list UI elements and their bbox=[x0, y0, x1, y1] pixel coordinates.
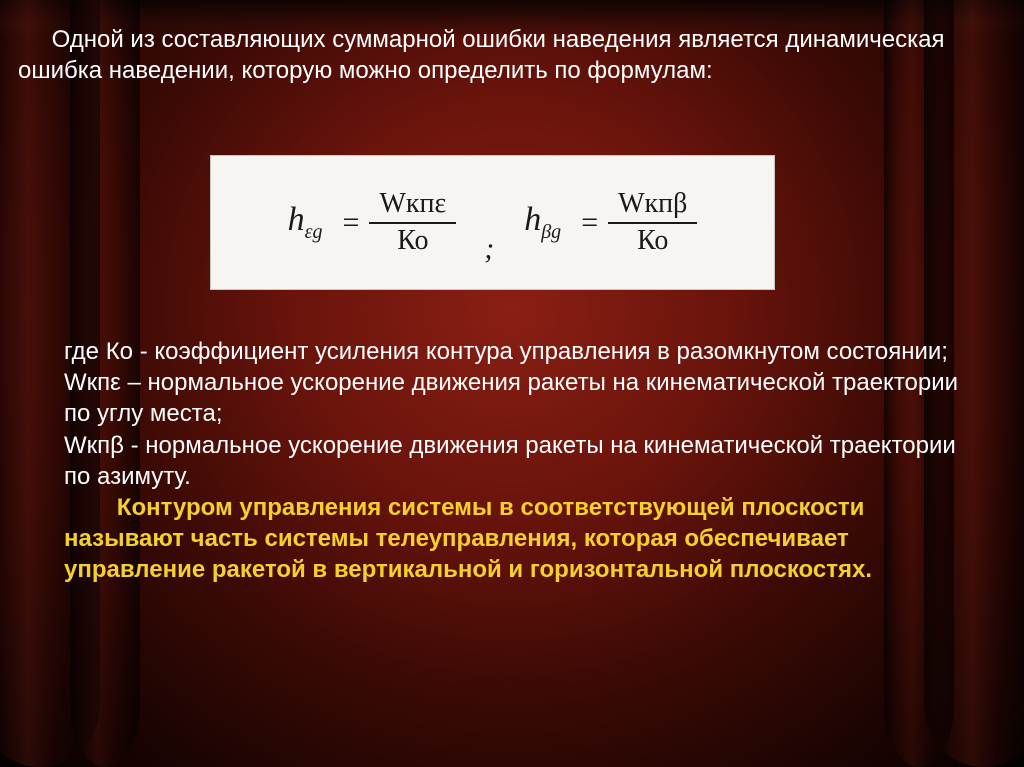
equation-1: hεg = Wкпε Ко bbox=[288, 189, 457, 257]
def-line-2: Wкпε – нормальное ускорение движения рак… bbox=[64, 369, 958, 427]
eq2-lhs-sub: βg bbox=[541, 221, 561, 243]
eq1-denominator: Ко bbox=[387, 226, 438, 257]
eq1-lhs-sub: εg bbox=[305, 221, 323, 243]
eq1-numerator: Wкпε bbox=[369, 189, 456, 220]
def-line-1: где Ко - коэффициент усиления контура уп… bbox=[64, 338, 948, 365]
def-line-3: Wкпβ - нормальное ускорение движения рак… bbox=[64, 432, 956, 490]
eq2-numerator: Wкпβ bbox=[608, 189, 697, 220]
definitions-paragraph: где Ко - коэффициент усиления контура уп… bbox=[64, 336, 974, 586]
formula-box: hεg = Wкпε Ко ; hβg = Wкпβ Ко bbox=[210, 155, 775, 290]
eq1-lhs: h bbox=[288, 201, 305, 238]
slide-content: Одной из составляющих суммарной ошибки н… bbox=[0, 0, 1024, 767]
eq2-lhs: h bbox=[524, 201, 541, 238]
slide-stage: Одной из составляющих суммарной ошибки н… bbox=[0, 0, 1024, 767]
highlight-paragraph: Контуром управления системы в соответств… bbox=[64, 492, 974, 586]
equation-2: hβg = Wкпβ Ко bbox=[524, 189, 697, 257]
equals-sign: = bbox=[343, 206, 360, 240]
equation-separator: ; bbox=[484, 232, 496, 266]
fraction-bar bbox=[369, 222, 456, 224]
equals-sign: = bbox=[581, 206, 598, 240]
intro-paragraph: Одной из составляющих суммарной ошибки н… bbox=[18, 24, 978, 86]
eq2-denominator: Ко bbox=[627, 226, 678, 257]
fraction-bar bbox=[608, 222, 697, 224]
